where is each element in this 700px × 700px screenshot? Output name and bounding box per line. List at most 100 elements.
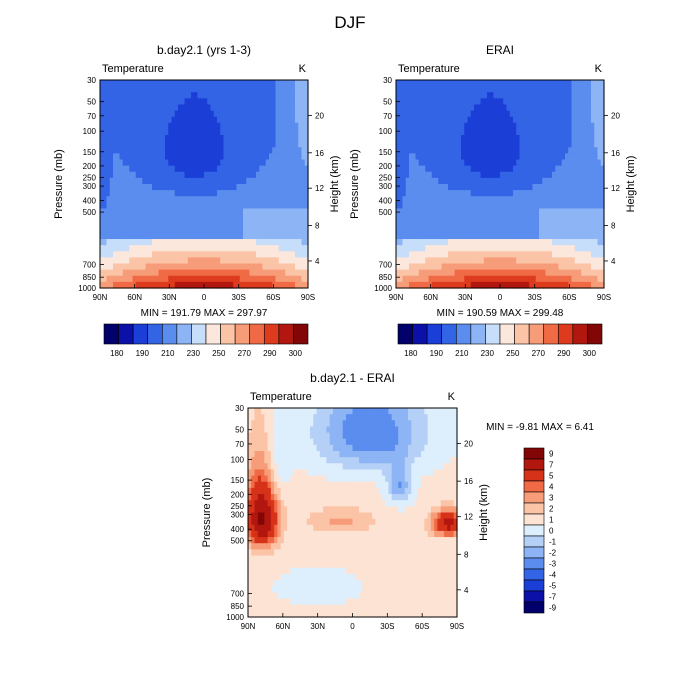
- contour-cell: [581, 214, 586, 222]
- contour-cell: [129, 165, 134, 173]
- contour-cell: [246, 135, 251, 142]
- contour-cell: [197, 245, 202, 252]
- contour-cell: [451, 232, 456, 240]
- contour-cell: [558, 281, 563, 289]
- contour-cell: [587, 208, 592, 216]
- contour-cell: [277, 438, 282, 446]
- contour-cell: [574, 226, 579, 234]
- contour-cell: [345, 444, 350, 452]
- contour-cell: [415, 196, 420, 203]
- contour-cell: [561, 165, 566, 173]
- contour-cell: [285, 239, 290, 246]
- contour-cell: [285, 190, 290, 197]
- contour-cell: [174, 202, 179, 210]
- contour-cell: [109, 232, 114, 240]
- y-tick-label: 400: [83, 197, 97, 206]
- contour-cell: [155, 220, 160, 228]
- contour-cell: [116, 153, 121, 161]
- contour-cell: [428, 141, 433, 148]
- contour-cell: [204, 208, 208, 216]
- contour-cell: [435, 190, 439, 197]
- contour-cell: [197, 196, 202, 203]
- contour-cell: [457, 147, 462, 155]
- contour-cell: [267, 420, 272, 428]
- contour-cell: [119, 165, 124, 173]
- contour-cell: [278, 251, 283, 259]
- contour-cell: [493, 232, 498, 240]
- contour-cell: [301, 202, 306, 210]
- contour-cell: [116, 165, 121, 173]
- contour-cell: [326, 408, 331, 415]
- contour-cell: [171, 232, 176, 240]
- contour-cell: [293, 408, 298, 415]
- contour-cell: [256, 239, 260, 246]
- contour-cell: [304, 159, 309, 167]
- contour-cell: [119, 202, 124, 210]
- contour-cell: [415, 245, 420, 252]
- contour-cell: [122, 80, 127, 87]
- contour-cell: [265, 80, 270, 87]
- contour-cell: [558, 263, 563, 271]
- contour-cell: [262, 98, 267, 106]
- contour-cell: [545, 104, 550, 112]
- contour-cell: [415, 220, 420, 228]
- contour-cell: [119, 141, 124, 148]
- contour-cell: [431, 128, 436, 136]
- contour-cell: [529, 141, 534, 148]
- contour-cell: [283, 444, 288, 452]
- contour-cell: [542, 190, 547, 197]
- contour-cell: [405, 232, 410, 240]
- contour-cell: [204, 147, 208, 155]
- contour-cell: [451, 214, 456, 222]
- contour-cell: [265, 159, 270, 167]
- contour-cell: [223, 226, 228, 234]
- contour-cell: [109, 110, 114, 118]
- contour-cell: [283, 432, 288, 440]
- contour-cell: [448, 245, 452, 252]
- contour-cell: [148, 239, 153, 246]
- contour-cell: [421, 426, 425, 434]
- contour-cell: [142, 269, 147, 277]
- contour-cell: [106, 80, 111, 87]
- y-tick-label: 400: [379, 197, 393, 206]
- contour-cell: [542, 232, 547, 240]
- contour-cell: [503, 135, 508, 142]
- contour-cell: [148, 80, 153, 87]
- contour-cell: [165, 202, 169, 210]
- contour-cell: [535, 159, 540, 167]
- contour-cell: [535, 257, 540, 265]
- contour-cell: [100, 147, 104, 155]
- contour-cell: [132, 141, 137, 148]
- contour-cell: [594, 251, 599, 259]
- contour-cell: [480, 159, 485, 167]
- contour-cell: [303, 408, 308, 415]
- contour-cell: [171, 80, 176, 87]
- contour-cell: [194, 269, 199, 277]
- contour-cell: [291, 275, 296, 283]
- contour-cell: [119, 159, 124, 167]
- contour-cell: [561, 135, 566, 142]
- contour-cell: [269, 245, 273, 252]
- contour-cell: [288, 202, 293, 210]
- contour-cell: [552, 135, 556, 142]
- contour-cell: [470, 122, 475, 130]
- contour-cell: [522, 202, 527, 210]
- contour-cell: [483, 153, 488, 161]
- contour-cell: [262, 239, 267, 246]
- contour-cell: [236, 153, 241, 161]
- contour-cell: [174, 141, 179, 148]
- contour-cell: [568, 251, 573, 259]
- y-tick-label: 300: [83, 182, 97, 191]
- contour-cell: [435, 232, 439, 240]
- contour-cell: [412, 239, 417, 246]
- contour-cell: [467, 275, 472, 283]
- contour-cell: [402, 147, 407, 155]
- contour-cell: [552, 226, 556, 234]
- contour-cell: [152, 122, 156, 130]
- contour-cell: [555, 226, 560, 234]
- contour-cell: [405, 135, 410, 142]
- contour-cell: [431, 177, 436, 185]
- contour-cell: [532, 202, 537, 210]
- contour-cell: [415, 165, 420, 173]
- contour-cell: [152, 281, 156, 289]
